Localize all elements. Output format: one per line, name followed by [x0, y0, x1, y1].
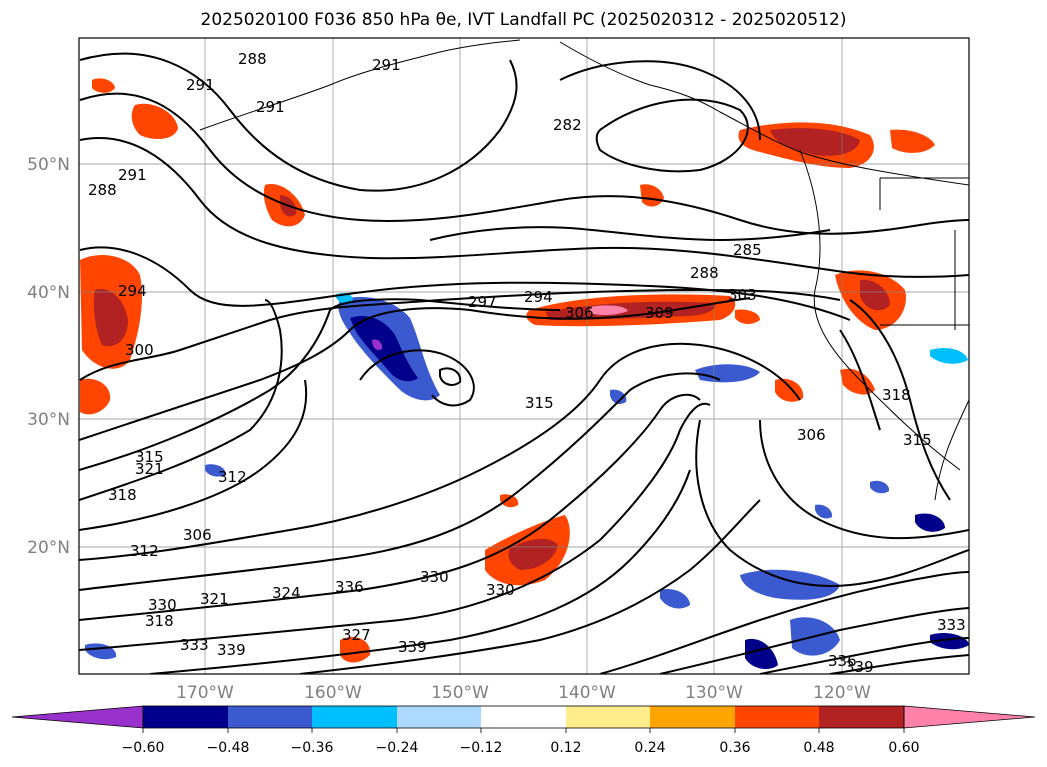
colorbar-segment	[481, 706, 566, 728]
contour-label: 330	[486, 581, 515, 599]
colorbar: −0.60 −0.48 −0.36 −0.24 −0.12 0.12 0.24 …	[11, 705, 1036, 756]
contour-label: 303	[728, 286, 757, 304]
lon-tick-label: 140°W	[558, 683, 616, 703]
lat-tick-label: 30°N	[27, 410, 70, 430]
lon-tick-label: 160°W	[304, 683, 362, 703]
lat-tick-label: 40°N	[27, 283, 70, 303]
contour-label: 306	[183, 526, 212, 544]
colorbar-tick-label: 0.60	[888, 740, 919, 756]
map-frame	[78, 37, 970, 675]
contour-label: 291	[186, 76, 215, 94]
colorbar-extend-left	[11, 705, 144, 729]
figure-title: 2025020100 F036 850 hPa θe, IVT Landfall…	[200, 10, 847, 30]
contour-label: 288	[690, 264, 719, 282]
contour-label: 294	[118, 282, 147, 300]
colorbar-tick-label: 0.24	[634, 740, 665, 756]
contour-label: 306	[797, 426, 826, 444]
contour-label: 312	[218, 468, 247, 486]
colorbar-segment	[566, 706, 650, 728]
lon-tick-label: 130°W	[685, 683, 743, 703]
contour-label: 309	[645, 304, 674, 322]
contour-label: 315	[135, 448, 164, 466]
lon-tick-label: 150°W	[431, 683, 489, 703]
contour-label: 336	[335, 578, 364, 596]
contour-label: 318	[145, 612, 174, 630]
colorbar-tick-label: 0.48	[803, 740, 834, 756]
lat-tick-label: 50°N	[27, 155, 70, 175]
contour-label: 315	[903, 431, 932, 449]
colorbar-extend-right	[903, 705, 1036, 729]
contour-label: 312	[130, 542, 159, 560]
colorbar-segment	[143, 706, 228, 728]
colorbar-segment	[397, 706, 481, 728]
contour-label: 321	[135, 460, 164, 478]
contour-label: 315	[525, 394, 554, 412]
contour-label: 291	[372, 56, 401, 74]
contour-label: 297	[468, 293, 497, 311]
colorbar-segment	[312, 706, 397, 728]
contour-label: 291	[118, 166, 147, 184]
colorbar-tick-label: 0.36	[719, 740, 750, 756]
colorbar-segment	[650, 706, 735, 728]
contour-label: 288	[238, 50, 267, 68]
contour-label: 318	[108, 486, 137, 504]
contour-label: 288	[88, 181, 117, 199]
colorbar-tick-label: −0.48	[207, 740, 250, 756]
contour-label: 294	[524, 288, 553, 306]
contour-labels: 288 291 291 291 288 291 294 300 282 285 …	[88, 50, 966, 676]
contour-label: 330	[148, 596, 177, 614]
contour-label: 306	[565, 304, 594, 322]
contour-label: 300	[125, 341, 154, 359]
contour-label: 333	[180, 636, 209, 654]
contour-label: 327	[342, 626, 371, 644]
theta-e-contours	[79, 52, 969, 674]
map-panel: 288 291 291 291 288 291 294 300 282 285 …	[79, 38, 969, 676]
contour-label: 285	[733, 241, 762, 259]
contour-label: 324	[272, 584, 301, 602]
lon-tick-label: 170°W	[176, 683, 234, 703]
contour-label: 330	[420, 568, 449, 586]
colorbar-segment	[228, 706, 312, 728]
contour-label: 291	[256, 98, 285, 116]
coastlines	[199, 39, 969, 501]
lat-tick-label: 20°N	[27, 538, 70, 558]
contour-label: 336	[828, 652, 857, 670]
colorbar-segment	[819, 706, 904, 728]
contour-label: 339	[845, 658, 874, 676]
contour-label: 282	[553, 116, 582, 134]
contour-label: 333	[937, 616, 966, 634]
lon-tick-label: 120°W	[813, 683, 871, 703]
contour-label: 339	[217, 641, 246, 659]
colorbar-tick-label: −0.12	[460, 740, 503, 756]
colorbar-tick-label: −0.60	[122, 740, 165, 756]
lat-tick-labels: 50°N 40°N 30°N 20°N	[27, 155, 70, 558]
shaded-patches	[80, 78, 969, 670]
contour-label: 318	[882, 386, 911, 404]
contour-label: 339	[398, 638, 427, 656]
contour-label: 321	[200, 590, 229, 608]
colorbar-tick-label: −0.36	[291, 740, 334, 756]
lon-tick-labels: 170°W 160°W 150°W 140°W 130°W 120°W	[176, 683, 871, 703]
colorbar-tick-label: 0.12	[550, 740, 581, 756]
colorbar-segment	[735, 706, 819, 728]
colorbar-tick-label: −0.24	[376, 740, 419, 756]
